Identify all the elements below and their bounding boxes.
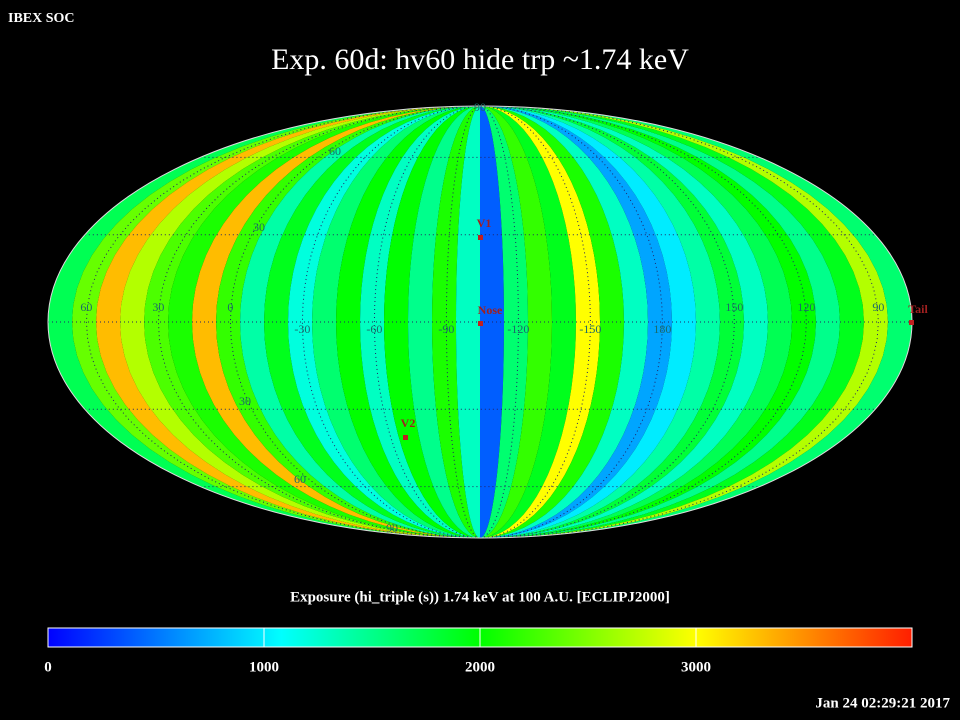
- lat-label: 90: [474, 100, 486, 114]
- meridian: [479, 105, 591, 539]
- exposure-strip: [480, 106, 600, 538]
- marker-label: Nose: [478, 303, 503, 317]
- marker-label: V2: [401, 416, 416, 430]
- lon-label: 60: [80, 300, 92, 314]
- lon-label: 0: [227, 300, 233, 314]
- marker-point: [478, 235, 483, 240]
- lat-label: 30: [253, 220, 265, 234]
- marker-label: V1: [477, 216, 492, 230]
- lon-label: 90: [872, 300, 884, 314]
- meridian: [479, 105, 519, 539]
- lat-label: 90: [386, 521, 398, 535]
- map-labels: 60 30 30 60 90 90 60 30 0 -30 -60 -90 -120 -150…: [80, 100, 884, 535]
- colorbar-tick-label: 3000: [681, 659, 711, 675]
- exposure-strip: [360, 106, 480, 538]
- lon-label: -30: [294, 322, 310, 336]
- marker-point: [403, 435, 408, 440]
- colorbar-ticks: 0 1000 2000 3000: [44, 628, 711, 675]
- meridian: [85, 105, 481, 539]
- lon-label: -120: [507, 322, 529, 336]
- exposure-strip: [384, 106, 480, 538]
- lon-label: -90: [438, 322, 454, 336]
- org-label: IBEX SOC: [8, 11, 75, 26]
- markers: V1 Nose V2 Tail: [401, 216, 928, 440]
- marker-point: [478, 321, 483, 326]
- marker-label: Tail: [908, 302, 928, 316]
- lon-label: 30: [152, 300, 164, 314]
- marker-point: [909, 320, 914, 325]
- meridian: [301, 105, 481, 539]
- lat-label: 60: [294, 472, 306, 486]
- exposure-strip: [408, 106, 480, 538]
- lat-label: 60: [329, 144, 341, 158]
- map-strips: [48, 106, 912, 538]
- exposure-strip: [312, 106, 480, 538]
- exposure-strip: [336, 106, 480, 538]
- lon-label: -150: [579, 322, 601, 336]
- exposure-strip: [480, 106, 624, 538]
- meridian: [373, 105, 481, 539]
- colorbar-tick-label: 2000: [465, 659, 495, 675]
- exposure-strip: [480, 106, 648, 538]
- lat-label: 30: [239, 394, 251, 408]
- colorbar-label: Exposure (hi_triple (s)) 1.74 keV at 100…: [290, 589, 670, 605]
- meridian: [479, 105, 879, 539]
- lon-label: -60: [366, 322, 382, 336]
- exposure-strip: [480, 106, 552, 538]
- meridian: [479, 105, 735, 539]
- title: Exp. 60d: hv60 hide trp ~1.74 keV: [271, 43, 689, 76]
- lon-label: 180: [653, 322, 671, 336]
- timestamp: Jan 24 02:29:21 2017: [815, 695, 950, 711]
- colorbar-tick-label: 1000: [249, 659, 279, 675]
- exposure-strip: [480, 106, 576, 538]
- lon-label: 150: [725, 300, 743, 314]
- colorbar-tick-label: 0: [44, 659, 52, 675]
- meridian: [157, 105, 481, 539]
- lon-label: 120: [797, 300, 815, 314]
